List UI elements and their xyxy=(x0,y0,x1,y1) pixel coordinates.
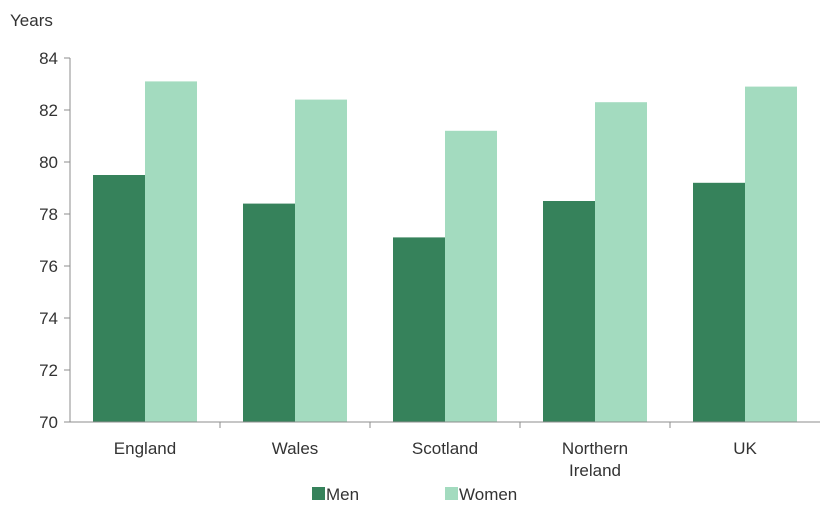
bar-men-1 xyxy=(243,203,295,422)
y-tick-label: 80 xyxy=(39,153,58,172)
bar-women-1 xyxy=(295,99,347,422)
bar-women-2 xyxy=(445,130,497,423)
legend-swatch-women xyxy=(445,487,458,500)
bar-men-3 xyxy=(543,201,595,422)
y-axis-ticks: 70 72 74 76 78 80 82 84 xyxy=(39,49,70,432)
x-axis-labels: England Wales Scotland Northern Ireland UK xyxy=(114,439,758,480)
bar-women-0 xyxy=(145,81,197,423)
axes xyxy=(69,58,820,428)
y-tick-label: 84 xyxy=(39,49,58,68)
y-tick-label: 74 xyxy=(39,309,58,328)
y-tick-label: 82 xyxy=(39,101,58,120)
y-tick-label: 72 xyxy=(39,361,58,380)
bar-women-3 xyxy=(595,102,647,422)
bar-women-4 xyxy=(745,86,797,422)
y-tick-label: 78 xyxy=(39,205,58,224)
bars xyxy=(93,81,797,423)
legend-label-women: Women xyxy=(459,485,517,504)
x-category-label: Wales xyxy=(272,439,319,458)
y-tick-label: 70 xyxy=(39,413,58,432)
legend-label-men: Men xyxy=(326,485,359,504)
y-axis-label: Years xyxy=(10,11,53,30)
x-category-label: Northern Ireland xyxy=(562,439,628,480)
legend-swatch-men xyxy=(312,487,325,500)
x-category-label: Scotland xyxy=(412,439,478,458)
bar-men-2 xyxy=(393,237,445,422)
x-category-label: UK xyxy=(733,439,757,458)
y-tick-label: 76 xyxy=(39,257,58,276)
bar-men-4 xyxy=(693,182,745,422)
bar-men-0 xyxy=(93,175,145,422)
x-category-label: England xyxy=(114,439,176,458)
legend: Men Women xyxy=(312,485,517,504)
